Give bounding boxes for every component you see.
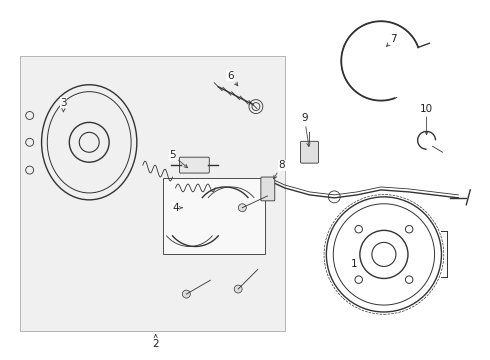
Circle shape xyxy=(238,204,246,212)
Text: 4: 4 xyxy=(172,203,182,213)
Bar xyxy=(20,56,285,331)
Text: 1: 1 xyxy=(351,259,358,269)
Circle shape xyxy=(234,285,242,293)
Text: 6: 6 xyxy=(227,71,238,86)
Text: 7: 7 xyxy=(387,34,397,46)
Circle shape xyxy=(182,290,190,298)
FancyBboxPatch shape xyxy=(300,141,318,163)
FancyBboxPatch shape xyxy=(261,177,275,201)
Text: 5: 5 xyxy=(169,150,188,168)
Text: 2: 2 xyxy=(152,334,159,349)
Text: 8: 8 xyxy=(274,160,285,179)
FancyBboxPatch shape xyxy=(179,157,209,173)
Bar xyxy=(163,178,265,255)
Text: 9: 9 xyxy=(301,113,310,147)
Text: 3: 3 xyxy=(60,98,67,112)
Text: 10: 10 xyxy=(420,104,433,135)
